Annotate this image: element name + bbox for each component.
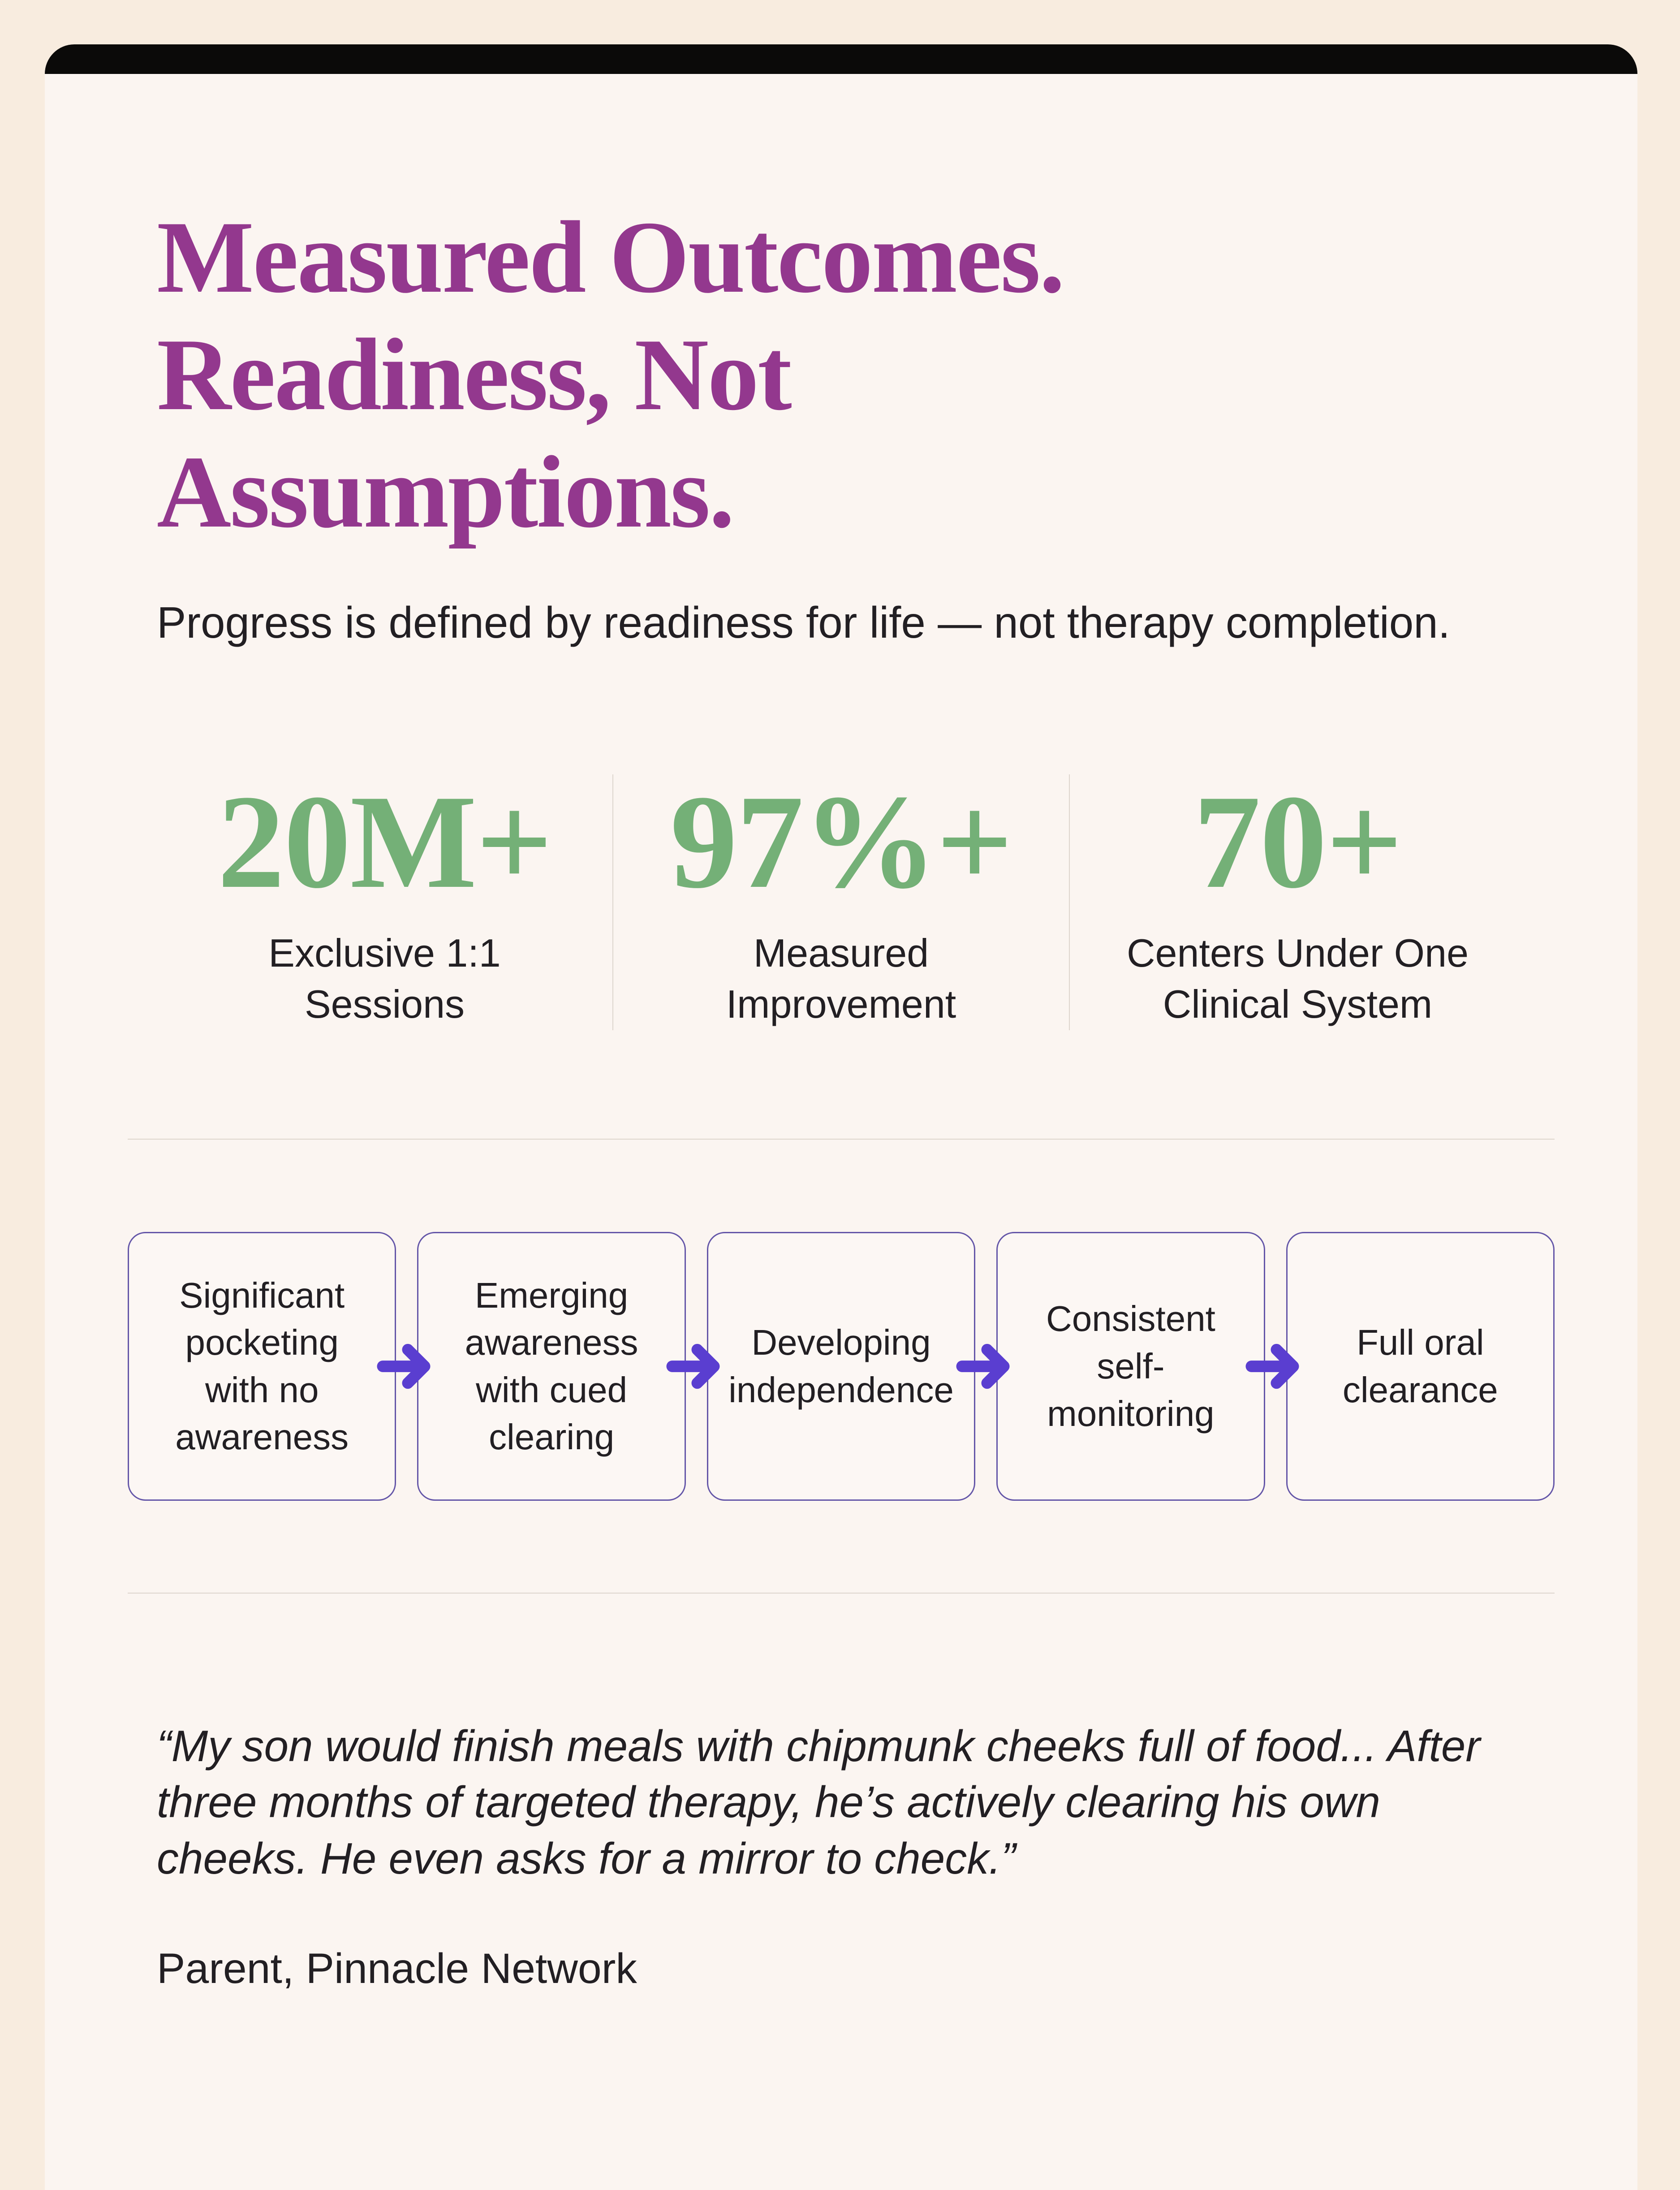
stat-item: 20M+ Exclusive 1:1 Sessions (157, 774, 612, 1030)
progression-step: Developing independence (706, 1231, 976, 1501)
arrow-right-icon (666, 1343, 720, 1389)
section-divider (128, 1592, 1555, 1594)
stat-label: Centers Under One Clinical System (1126, 930, 1469, 1027)
content-area: Measured Outcomes. Readiness, Not Assump… (45, 199, 1637, 1994)
page-title: Measured Outcomes. Readiness, Not Assump… (157, 200, 1065, 549)
progression-step: Emerging awareness with cued clearing (417, 1231, 686, 1501)
testimonial-attribution: Parent, Pinnacle Network (157, 1945, 637, 1993)
arrow-right-icon (377, 1343, 431, 1389)
content-card: Measured Outcomes. Readiness, Not Assump… (45, 44, 1637, 2190)
progression-step: Significant pocketing with no awareness (128, 1231, 396, 1501)
stat-label: Exclusive 1:1 Sessions (268, 930, 501, 1027)
device-top-bar (45, 44, 1637, 74)
arrow-slot (956, 1232, 1010, 1501)
section-divider (128, 1138, 1555, 1140)
arrow-slot (666, 1232, 720, 1501)
arrow-right-icon (956, 1343, 1010, 1389)
stat-item: 97%+ Measured Improvement (612, 774, 1069, 1030)
page-subtitle: Progress is defined by readiness for lif… (157, 597, 1451, 647)
progression-flow: Significant pocketing with no awareness … (128, 1231, 1555, 1501)
arrow-right-icon (1245, 1343, 1299, 1389)
stat-label: Measured Improvement (726, 930, 956, 1027)
progression-step: Consistent self- monitoring (996, 1231, 1265, 1501)
stat-value: 97%+ (670, 767, 1013, 916)
progression-step: Full oral clearance (1286, 1231, 1555, 1501)
arrow-slot (377, 1232, 431, 1501)
arrow-slot (1245, 1232, 1299, 1501)
stat-item: 70+ Centers Under One Clinical System (1069, 774, 1525, 1030)
stat-value: 20M+ (217, 767, 552, 916)
stats-row: 20M+ Exclusive 1:1 Sessions 97%+ Measure… (157, 765, 1525, 1057)
testimonial-quote: “My son would finish meals with chipmunk… (157, 1721, 1480, 1883)
stat-value: 70+ (1193, 767, 1403, 916)
